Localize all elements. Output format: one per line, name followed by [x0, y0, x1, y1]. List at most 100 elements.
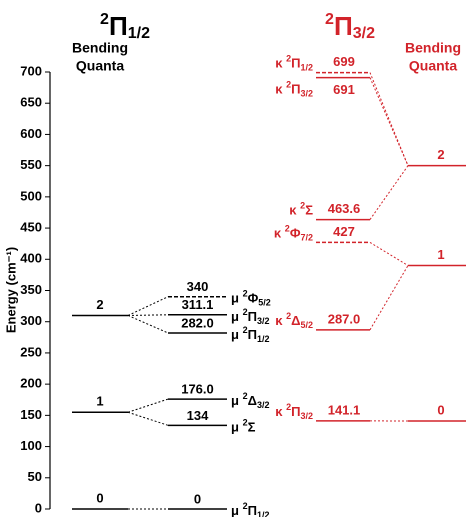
quantum-label: 0 [96, 490, 103, 505]
term-label: κ 2Π3/2 [275, 402, 313, 421]
term-sup: 2 [243, 325, 248, 335]
title-sup: 2 [325, 11, 334, 28]
term-sup: 2 [300, 201, 305, 211]
connector [127, 411, 169, 426]
term-sup: 2 [243, 307, 248, 317]
connector [127, 314, 169, 316]
value-label: 311.1 [182, 297, 214, 312]
term-label: κ 2Σ [289, 201, 313, 218]
value-label: 287.0 [328, 311, 361, 326]
term-prefix: κ [274, 226, 282, 241]
term-label: κ 2Φ7/2 [274, 224, 313, 243]
term-prefix: μ [231, 309, 239, 324]
term-sub: 1/2 [257, 334, 270, 344]
term-sub: 5/2 [258, 298, 271, 308]
term-symbol: Π [291, 404, 300, 419]
term-prefix: κ [275, 56, 283, 71]
title-symbol: Π [109, 11, 128, 41]
term-prefix: μ [231, 420, 239, 435]
value-label: 427 [333, 224, 355, 239]
term-sup: 2 [243, 392, 248, 402]
quanta-title: Quanta [409, 58, 457, 74]
value-label: 340 [187, 279, 209, 294]
y-tick-label: 350 [20, 282, 42, 297]
term-symbol: Φ [290, 226, 301, 241]
value-label: 0 [194, 491, 201, 506]
term-prefix: κ [275, 313, 283, 328]
term-sup: 2 [243, 289, 248, 299]
connector [127, 398, 169, 413]
panel-title: 2Π1/2 [100, 11, 150, 42]
term-label: μ 2Π3/2 [231, 307, 270, 326]
value-label: 463.6 [328, 201, 361, 216]
term-sup: 2 [286, 80, 291, 90]
title-symbol: Π [334, 11, 353, 41]
value-label: 691 [333, 82, 355, 97]
y-tick-label: 400 [20, 251, 42, 266]
term-label: μ 2Φ5/2 [231, 289, 271, 308]
y-tick-label: 500 [20, 188, 42, 203]
term-prefix: κ [289, 203, 297, 218]
term-symbol: Δ [248, 394, 257, 409]
connector [369, 265, 409, 331]
term-label: κ 2Π1/2 [275, 54, 313, 73]
quantum-label: 1 [96, 394, 103, 409]
term-symbol: Π [248, 327, 257, 342]
term-prefix: κ [275, 404, 283, 419]
term-sup: 2 [286, 402, 291, 412]
term-symbol: Φ [248, 291, 259, 306]
term-prefix: μ [231, 394, 239, 409]
connector [369, 242, 409, 266]
value-label: 282.0 [181, 315, 214, 330]
y-tick-label: 600 [20, 126, 42, 141]
term-sub: 1/2 [300, 63, 313, 73]
y-tick-label: 700 [20, 63, 42, 78]
quanta-title: Quanta [76, 58, 124, 74]
term-prefix: μ [231, 291, 239, 306]
y-tick-label: 0 [35, 500, 42, 515]
y-tick-label: 150 [20, 407, 42, 422]
y-tick-label: 650 [20, 95, 42, 110]
term-symbol: Π [291, 82, 300, 97]
term-symbol: Π [291, 56, 300, 71]
title-sub: 1/2 [128, 25, 150, 42]
y-tick-label: 450 [20, 220, 42, 235]
term-symbol: Π [248, 309, 257, 324]
term-sub: 3/2 [300, 411, 313, 421]
y-tick-label: 100 [20, 438, 42, 453]
value-label: 134 [187, 408, 209, 423]
term-label: μ 2Π1/2 [231, 325, 270, 344]
connector [369, 77, 409, 166]
term-sub: 3/2 [257, 401, 270, 411]
term-sub: 5/2 [300, 320, 313, 330]
quantum-label: 2 [437, 147, 444, 162]
term-sup: 2 [243, 418, 248, 428]
term-label: μ 2Π1/2 [231, 501, 270, 517]
term-sup: 2 [243, 501, 248, 511]
y-tick-label: 550 [20, 157, 42, 172]
term-prefix: κ [275, 82, 283, 97]
term-label: κ 2Δ5/2 [275, 311, 313, 330]
term-sub: 3/2 [300, 89, 313, 99]
term-sup: 2 [285, 224, 290, 234]
quantum-label: 2 [96, 297, 103, 312]
panel-title: 2Π3/2 [325, 11, 375, 42]
connector [127, 315, 169, 334]
y-tick-label: 300 [20, 313, 42, 328]
term-label: μ 2Δ3/2 [231, 392, 269, 411]
y-tick-label: 50 [28, 469, 42, 484]
value-label: 176.0 [181, 382, 214, 397]
quanta-title: Bending [72, 40, 128, 56]
value-label: 141.1 [328, 402, 361, 417]
term-label: κ 2Π3/2 [275, 80, 313, 99]
y-tick-label: 250 [20, 344, 42, 359]
term-symbol: Σ [305, 203, 313, 218]
connector [369, 165, 409, 220]
connector [127, 296, 169, 316]
term-symbol: Σ [248, 420, 256, 435]
term-sub: 3/2 [257, 316, 270, 326]
term-label: μ 2Σ [231, 418, 256, 435]
term-sub: 7/2 [300, 233, 313, 243]
term-sup: 2 [286, 54, 291, 64]
